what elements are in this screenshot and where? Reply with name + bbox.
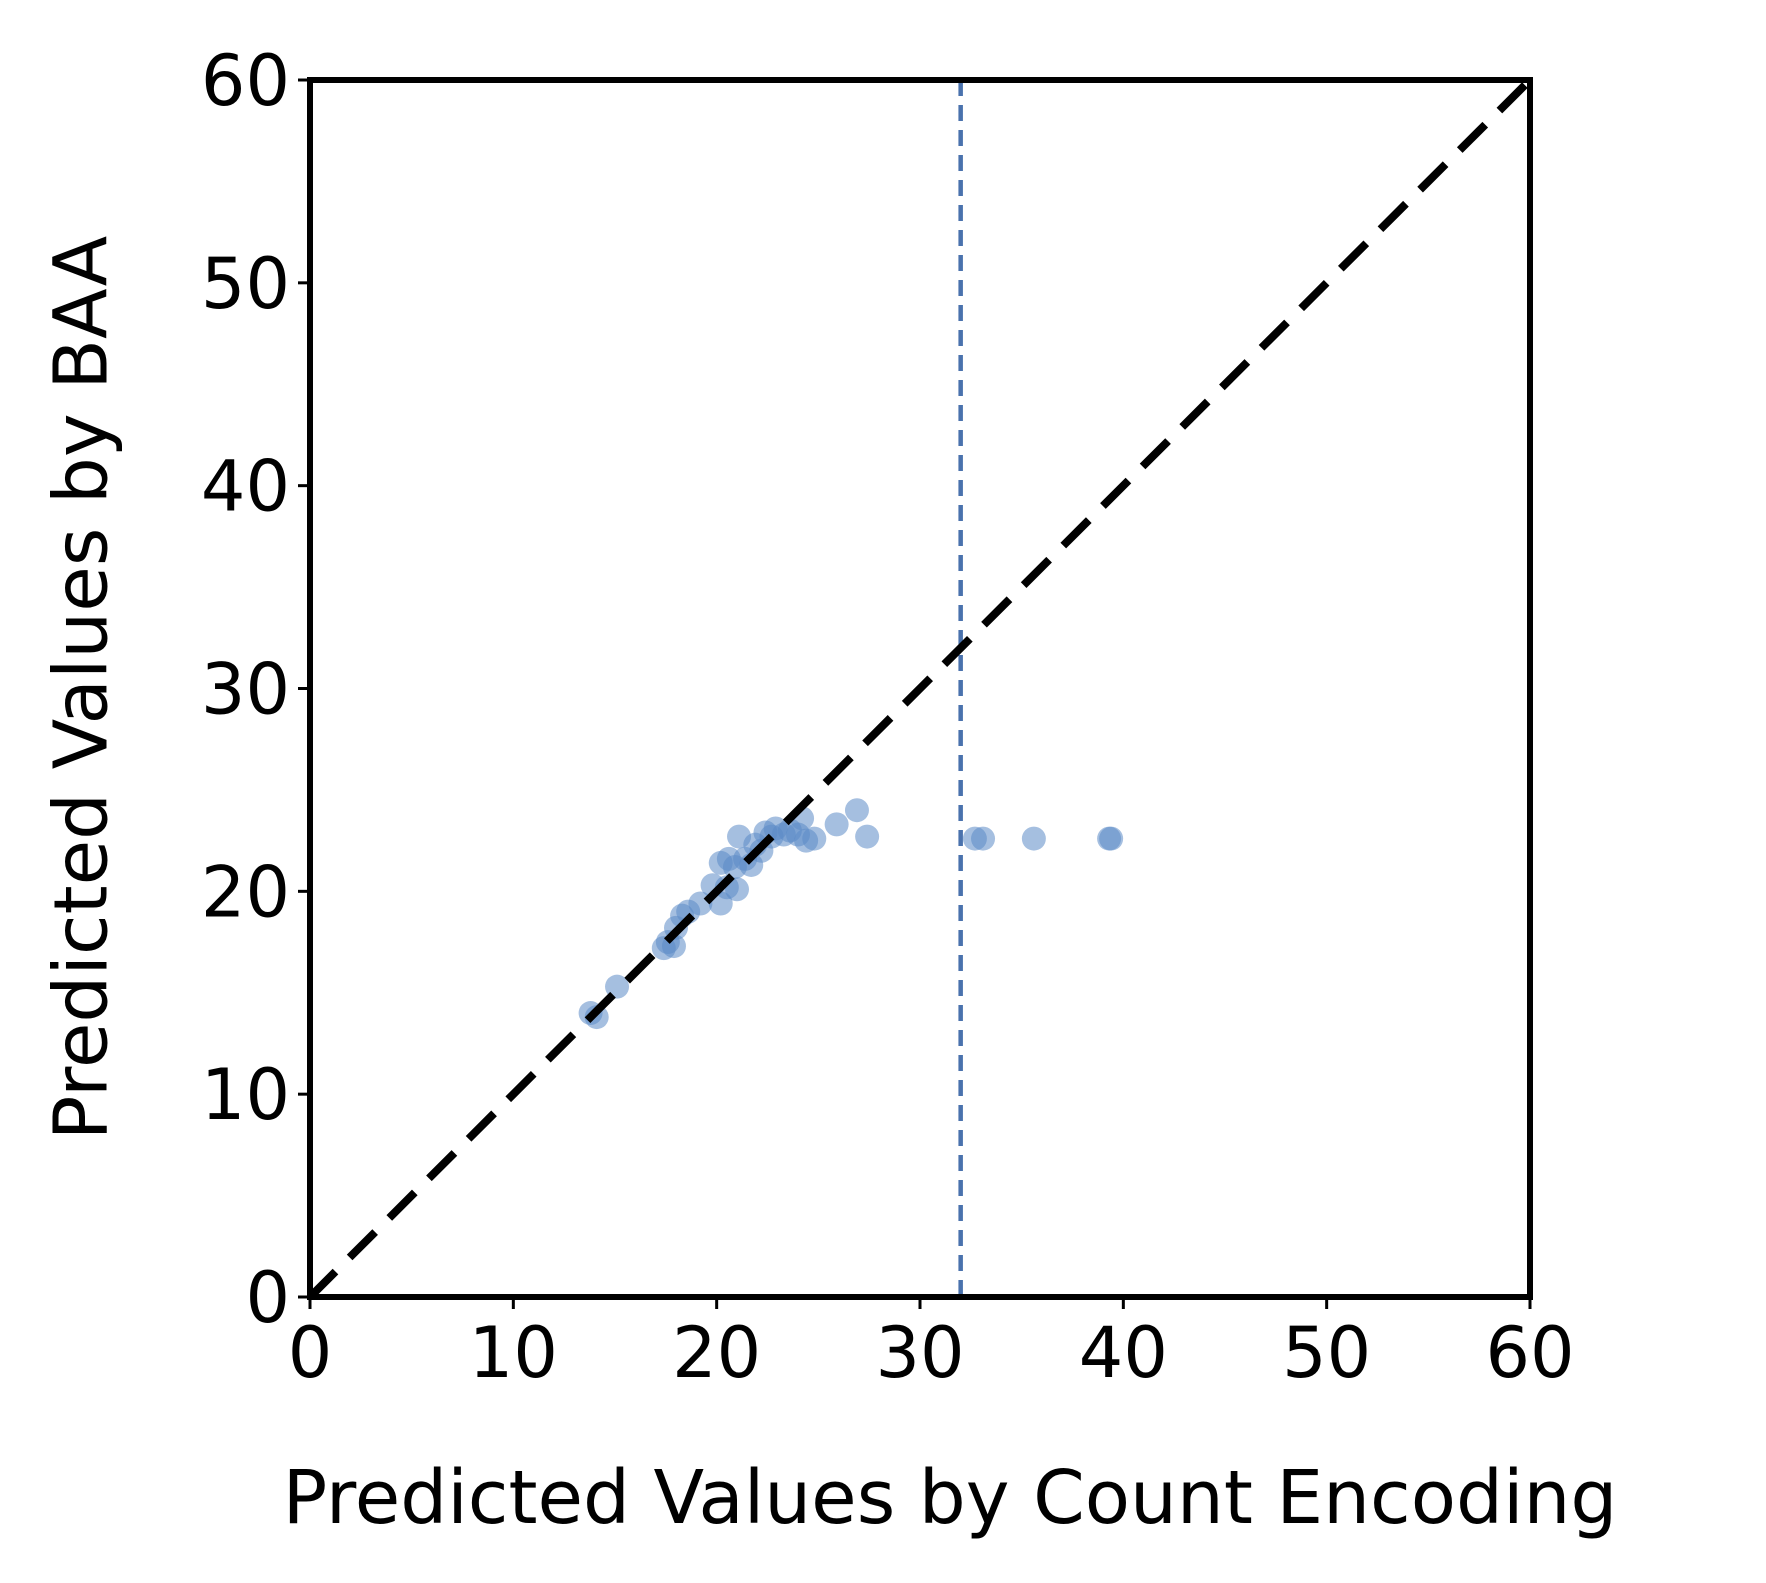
y-axis-label: Predicted Values by BAA bbox=[39, 235, 125, 1140]
data-point bbox=[971, 826, 996, 851]
y-tick-label: 50 bbox=[201, 243, 290, 325]
y-tick-label: 60 bbox=[201, 40, 290, 122]
y-tick-label: 0 bbox=[245, 1257, 290, 1339]
y-tick-label: 10 bbox=[201, 1054, 290, 1136]
x-tick-label: 40 bbox=[1079, 1312, 1168, 1394]
x-tick-label: 60 bbox=[1485, 1312, 1574, 1394]
identity-diagonal-line bbox=[310, 80, 1530, 1297]
x-tick-label: 50 bbox=[1282, 1312, 1371, 1394]
data-point bbox=[844, 798, 869, 823]
data-point bbox=[802, 826, 827, 851]
x-tick-label: 20 bbox=[672, 1312, 761, 1394]
plot-contents bbox=[310, 80, 1530, 1297]
data-point bbox=[824, 812, 849, 837]
x-tick-label: 10 bbox=[469, 1312, 558, 1394]
data-point bbox=[855, 824, 880, 849]
y-tick-label: 20 bbox=[201, 851, 290, 933]
data-point bbox=[1021, 826, 1046, 851]
y-tick-label: 30 bbox=[201, 649, 290, 731]
y-tick-label: 40 bbox=[201, 446, 290, 528]
data-point bbox=[1099, 826, 1124, 851]
data-point bbox=[605, 974, 630, 999]
plot-area bbox=[307, 77, 1533, 1300]
x-axis-label: Predicted Values by Count Encoding bbox=[283, 1455, 1618, 1541]
x-tick-label: 30 bbox=[875, 1312, 964, 1394]
x-tick-label: 0 bbox=[288, 1312, 333, 1394]
data-point bbox=[725, 877, 749, 902]
y-axis: 0 10 20 30 40 50 60 bbox=[201, 40, 310, 1339]
x-axis: 0 10 20 30 40 50 60 bbox=[288, 1297, 1575, 1394]
data-point bbox=[584, 1005, 609, 1030]
